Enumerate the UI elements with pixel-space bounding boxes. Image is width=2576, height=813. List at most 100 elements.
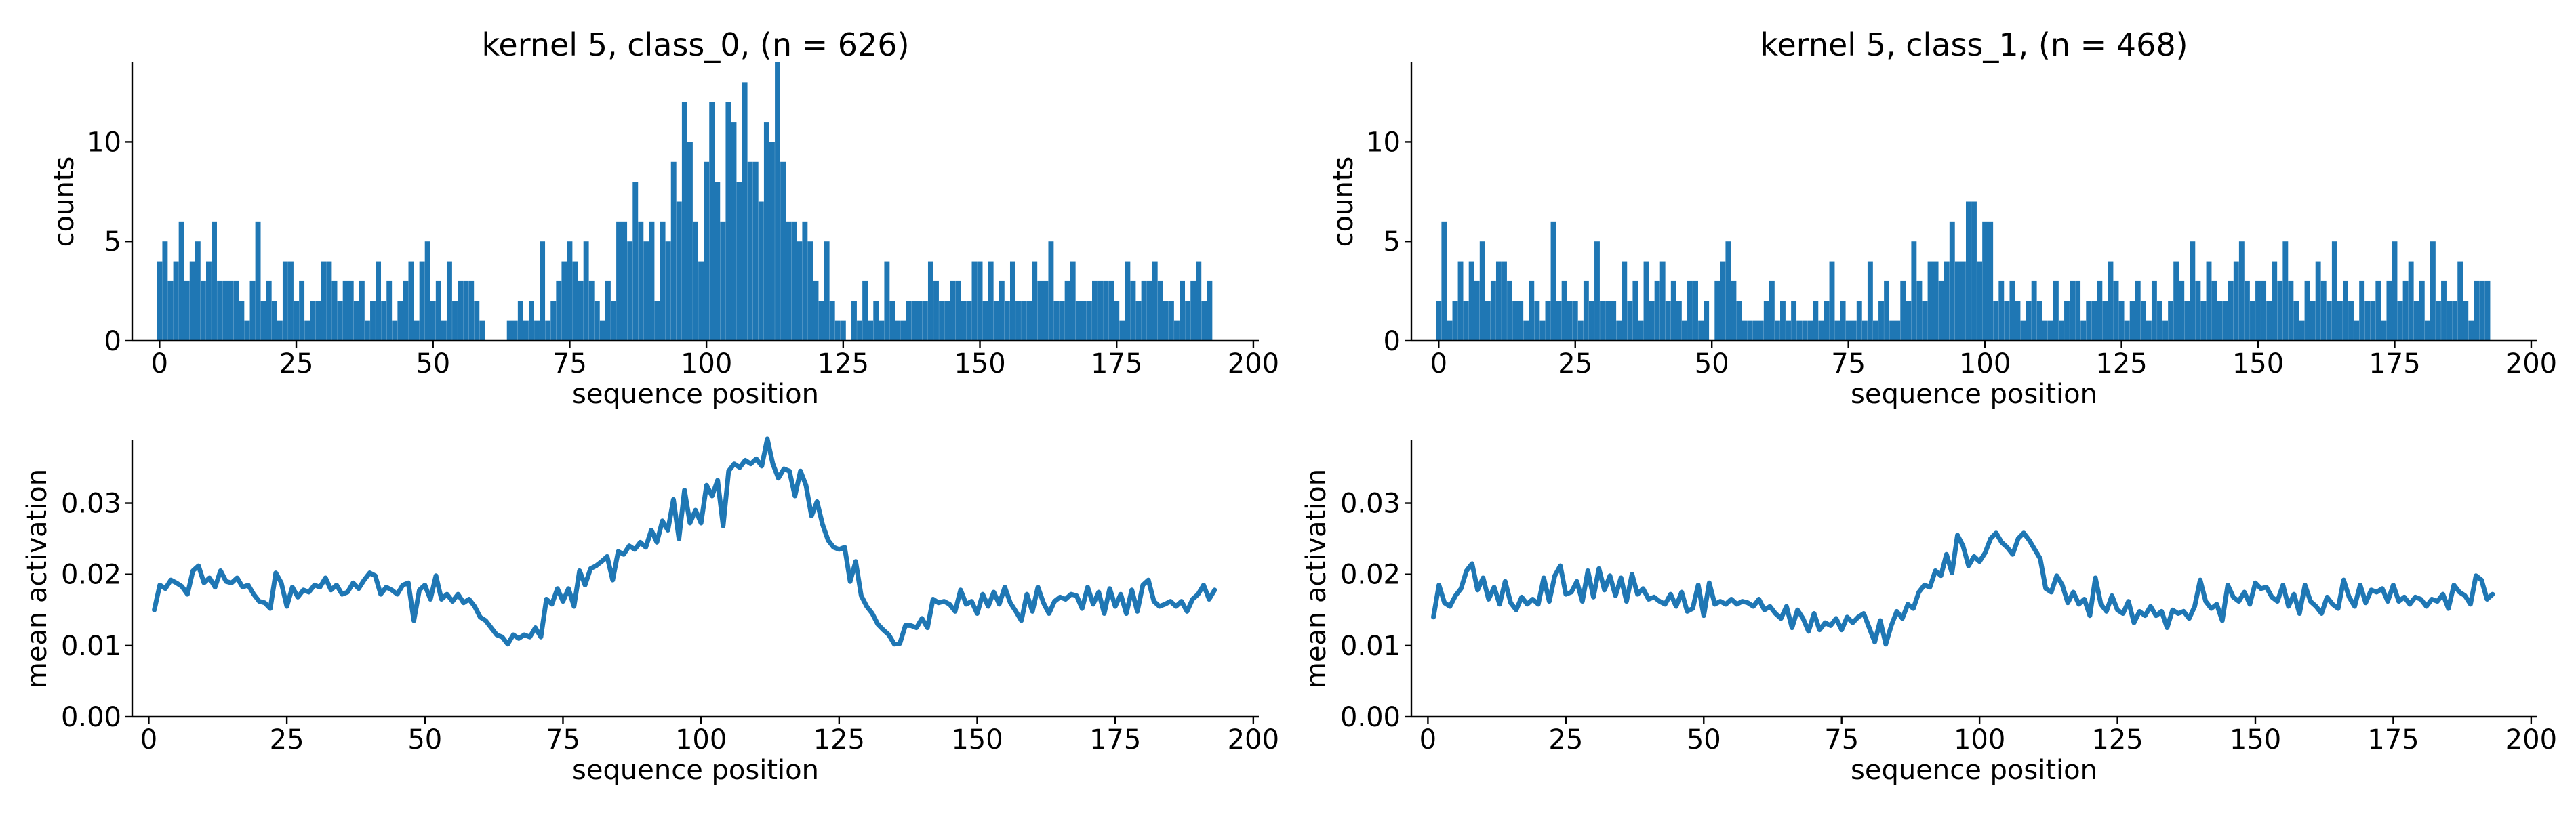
histogram-bar [1840,301,1846,341]
histogram-bar [900,320,906,341]
histogram-bar [370,301,376,341]
histogram-bar [1081,301,1087,341]
histogram-bar [1441,221,1447,341]
histogram-bar [807,241,813,341]
x-tick-label: 25 [279,348,314,379]
histogram-bar [2441,280,2447,341]
histogram-bar [1119,320,1125,341]
histogram-bar [676,201,682,341]
histogram-bar [2244,280,2250,341]
histogram-bar [1786,320,1791,341]
histogram-bar [1742,320,1748,341]
histogram-bar [1681,320,1687,341]
histogram-bar [1053,301,1060,341]
histogram-bar [1714,280,1720,341]
histogram-bar [244,320,250,341]
histogram-bar [2277,280,2283,341]
histogram-bar [2266,301,2272,341]
histogram-bar [977,261,983,341]
x-tick-label: 25 [1548,724,1583,755]
histogram-bar [2129,301,2135,341]
histogram-bar [2474,280,2480,341]
x-tick-label: 200 [1228,348,1279,379]
histogram-bar [2348,301,2354,341]
x-tick-label: 25 [270,724,304,755]
histogram-bar [2064,301,2070,341]
histogram-bar [1457,261,1464,341]
histogram-bar [572,261,578,341]
histogram-bar [1638,320,1644,341]
histogram-bar [2282,241,2289,341]
histogram-bar [506,320,512,341]
histogram-bar [2468,320,2474,341]
histogram-bar [720,221,726,341]
histogram-bar [1873,320,1878,341]
y-axis-label: counts [49,157,80,247]
histogram-bar [1752,320,1758,341]
histogram-bar [1845,320,1851,341]
histogram-bar [2108,261,2114,341]
x-tick-label: 50 [1687,724,1721,755]
histogram-bar [1075,301,1081,341]
histogram-bar [1048,241,1054,341]
histogram-bar [2113,280,2119,341]
histogram-bar [988,261,994,341]
histogram-bar [294,301,299,341]
histogram-bar [1529,280,1535,341]
histogram-bar [167,280,174,341]
histogram-bar [304,320,310,341]
histogram-bar [1064,280,1070,341]
histogram-bar [2009,280,2015,341]
histogram-bar [1971,201,1977,341]
histogram-bar [2195,280,2201,341]
histogram-bar [1021,301,1027,341]
histogram-bar [452,301,458,341]
histogram-bar [2293,301,2299,341]
histogram-bar [961,301,967,341]
histogram-bar [2397,301,2403,341]
histogram-bar [2304,280,2310,341]
y-axis-label: mean activation [22,469,53,688]
histogram-bar [1518,301,1524,341]
histogram-bar [397,301,403,341]
histogram-bar [2430,241,2436,341]
chart-title: kernel 5, class_1, (n = 468) [1760,26,2188,63]
histogram-bar [2086,301,2092,341]
histogram-bar [206,261,212,341]
x-tick-label: 75 [552,348,587,379]
histogram-bar [660,221,666,341]
histogram-bar [2020,320,2026,341]
histogram-bar [917,301,923,341]
histogram-bar [2457,261,2463,341]
histogram-bar [1774,320,1780,341]
histogram-bar [2053,280,2059,341]
histogram-bar [1856,301,1862,341]
x-tick-label: 125 [813,724,865,755]
x-tick-label: 0 [151,348,168,379]
histogram-bar [966,301,972,341]
histogram-bar [2310,301,2316,341]
histogram-bar [326,261,332,341]
y-tick-label: 5 [1384,226,1401,257]
histogram-bar [955,280,961,341]
histogram-bar [824,241,830,341]
x-tick-label: 0 [140,724,157,755]
histogram-bar [1884,280,1890,341]
x-tick-label: 0 [1420,724,1436,755]
histogram-bar [834,320,841,341]
histogram-bar [1704,301,1710,341]
histogram-bar [1736,301,1742,341]
histogram-bar [2058,320,2064,341]
histogram-bar [1152,261,1158,341]
histogram-bar [1201,301,1207,341]
histogram-bar [1507,280,1512,341]
histogram-bar [217,280,223,341]
histogram-bar [1965,201,1971,341]
y-tick-label: 0.03 [61,488,121,520]
histogram-bar [2424,320,2430,341]
histogram-bar [212,221,217,341]
histogram-bar [233,280,239,341]
histogram-bar [1922,301,1928,341]
activation-line [1431,530,2495,647]
